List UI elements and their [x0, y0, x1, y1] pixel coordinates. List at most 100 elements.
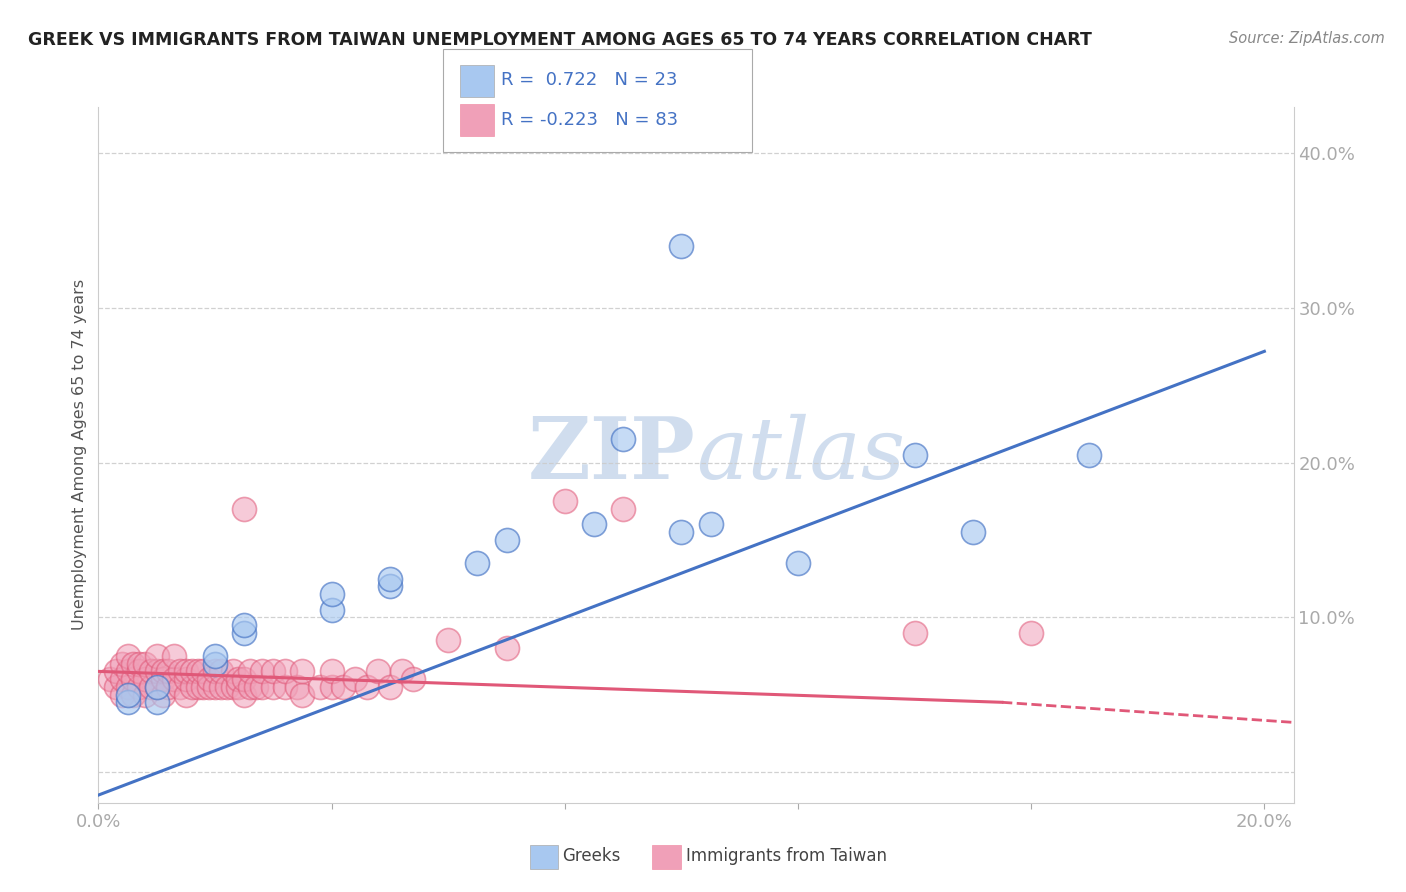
Point	[117, 648, 139, 663]
Point	[903, 625, 925, 640]
Point	[186, 665, 208, 679]
Point	[612, 433, 634, 447]
Point	[233, 672, 256, 686]
Point	[274, 680, 297, 694]
Point	[391, 665, 413, 679]
Point	[204, 680, 226, 694]
Text: R = -0.223   N = 83: R = -0.223 N = 83	[501, 112, 678, 129]
Point	[204, 665, 226, 679]
Point	[495, 533, 517, 547]
Point	[250, 665, 273, 679]
Point	[402, 672, 425, 686]
Point	[128, 657, 150, 671]
Point	[174, 665, 197, 679]
Point	[554, 494, 576, 508]
Point	[204, 657, 226, 671]
Point	[134, 688, 156, 702]
Text: GREEK VS IMMIGRANTS FROM TAIWAN UNEMPLOYMENT AMONG AGES 65 TO 74 YEARS CORRELATI: GREEK VS IMMIGRANTS FROM TAIWAN UNEMPLOY…	[28, 31, 1092, 49]
Point	[671, 239, 693, 253]
Point	[157, 680, 180, 694]
Point	[122, 657, 145, 671]
Point	[111, 672, 134, 686]
Point	[180, 680, 202, 694]
Point	[174, 672, 197, 686]
Point	[152, 688, 174, 702]
Point	[145, 680, 167, 694]
Point	[262, 665, 284, 679]
Point	[367, 665, 389, 679]
Point	[228, 680, 250, 694]
Point	[209, 680, 232, 694]
Point	[1019, 625, 1042, 640]
Point	[117, 665, 139, 679]
Point	[145, 648, 167, 663]
Point	[221, 680, 243, 694]
Point	[239, 665, 262, 679]
Point	[378, 680, 401, 694]
Point	[169, 665, 191, 679]
Point	[291, 688, 314, 702]
Point	[356, 680, 378, 694]
Point	[128, 665, 150, 679]
Point	[174, 688, 197, 702]
Point	[1078, 448, 1101, 462]
Point	[139, 665, 162, 679]
Point	[321, 680, 343, 694]
Point	[111, 657, 134, 671]
Point	[233, 618, 256, 632]
Point	[152, 665, 174, 679]
Point	[274, 665, 297, 679]
Y-axis label: Unemployment Among Ages 65 to 74 years: Unemployment Among Ages 65 to 74 years	[72, 279, 87, 631]
Point	[163, 672, 186, 686]
Point	[145, 695, 167, 709]
Point	[186, 680, 208, 694]
Point	[495, 641, 517, 656]
Point	[378, 579, 401, 593]
Point	[104, 680, 127, 694]
Text: ZIP: ZIP	[529, 413, 696, 497]
Point	[163, 648, 186, 663]
Point	[671, 525, 693, 540]
Point	[134, 672, 156, 686]
Point	[122, 688, 145, 702]
Point	[612, 502, 634, 516]
Point	[321, 602, 343, 616]
Point	[180, 665, 202, 679]
Point	[343, 672, 366, 686]
Point	[239, 680, 262, 694]
Point	[122, 672, 145, 686]
Point	[145, 665, 167, 679]
Point	[903, 448, 925, 462]
Point	[321, 665, 343, 679]
Point	[169, 680, 191, 694]
Point	[582, 517, 605, 532]
Point	[139, 680, 162, 694]
Point	[221, 665, 243, 679]
Point	[262, 680, 284, 694]
Point	[104, 665, 127, 679]
Point	[321, 587, 343, 601]
Point	[157, 665, 180, 679]
Point	[332, 680, 354, 694]
Point	[117, 680, 139, 694]
Text: Immigrants from Taiwan: Immigrants from Taiwan	[686, 847, 887, 865]
Point	[233, 625, 256, 640]
Text: R =  0.722   N = 23: R = 0.722 N = 23	[501, 71, 678, 89]
Point	[215, 680, 238, 694]
Point	[145, 680, 167, 694]
Point	[378, 572, 401, 586]
Point	[233, 688, 256, 702]
Point	[117, 695, 139, 709]
Point	[98, 672, 121, 686]
Point	[309, 680, 332, 694]
Point	[204, 648, 226, 663]
Point	[437, 633, 460, 648]
Text: atlas: atlas	[696, 414, 905, 496]
Point	[152, 672, 174, 686]
Point	[291, 665, 314, 679]
Point	[233, 502, 256, 516]
Point	[117, 688, 139, 702]
Point	[198, 680, 221, 694]
Point	[250, 680, 273, 694]
Point	[245, 680, 267, 694]
